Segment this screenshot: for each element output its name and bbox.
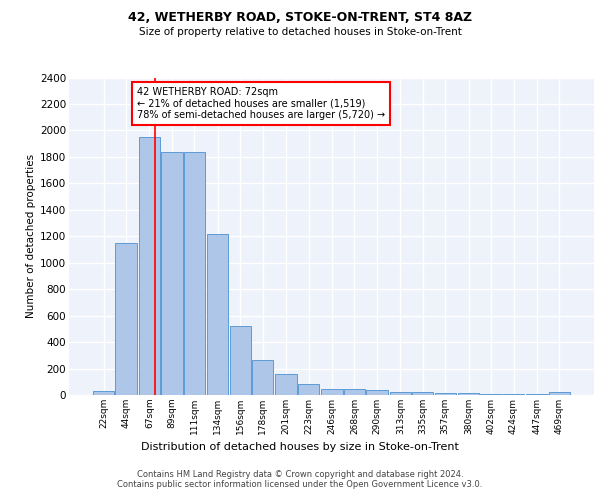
Bar	[252, 360, 274, 395]
Bar	[526, 394, 548, 395]
Bar	[503, 394, 524, 395]
Bar	[458, 394, 479, 395]
Bar	[412, 392, 433, 395]
Bar	[161, 152, 182, 395]
Y-axis label: Number of detached properties: Number of detached properties	[26, 154, 36, 318]
Bar	[139, 137, 160, 395]
Bar	[549, 392, 570, 395]
Bar	[322, 389, 343, 395]
Bar	[115, 243, 137, 395]
Bar	[93, 391, 114, 395]
Bar	[481, 394, 502, 395]
Text: Size of property relative to detached houses in Stoke-on-Trent: Size of property relative to detached ho…	[139, 27, 461, 37]
Bar	[298, 384, 319, 395]
Bar	[184, 152, 205, 395]
Text: 42, WETHERBY ROAD, STOKE-ON-TRENT, ST4 8AZ: 42, WETHERBY ROAD, STOKE-ON-TRENT, ST4 8…	[128, 11, 472, 24]
Text: Contains HM Land Registry data © Crown copyright and database right 2024.
Contai: Contains HM Land Registry data © Crown c…	[118, 470, 482, 489]
Text: 42 WETHERBY ROAD: 72sqm
← 21% of detached houses are smaller (1,519)
78% of semi: 42 WETHERBY ROAD: 72sqm ← 21% of detache…	[137, 87, 385, 120]
Text: Distribution of detached houses by size in Stoke-on-Trent: Distribution of detached houses by size …	[141, 442, 459, 452]
Bar	[366, 390, 388, 395]
Bar	[344, 389, 365, 395]
Bar	[389, 392, 411, 395]
Bar	[434, 393, 456, 395]
Bar	[230, 326, 251, 395]
Bar	[207, 234, 229, 395]
Bar	[275, 374, 297, 395]
